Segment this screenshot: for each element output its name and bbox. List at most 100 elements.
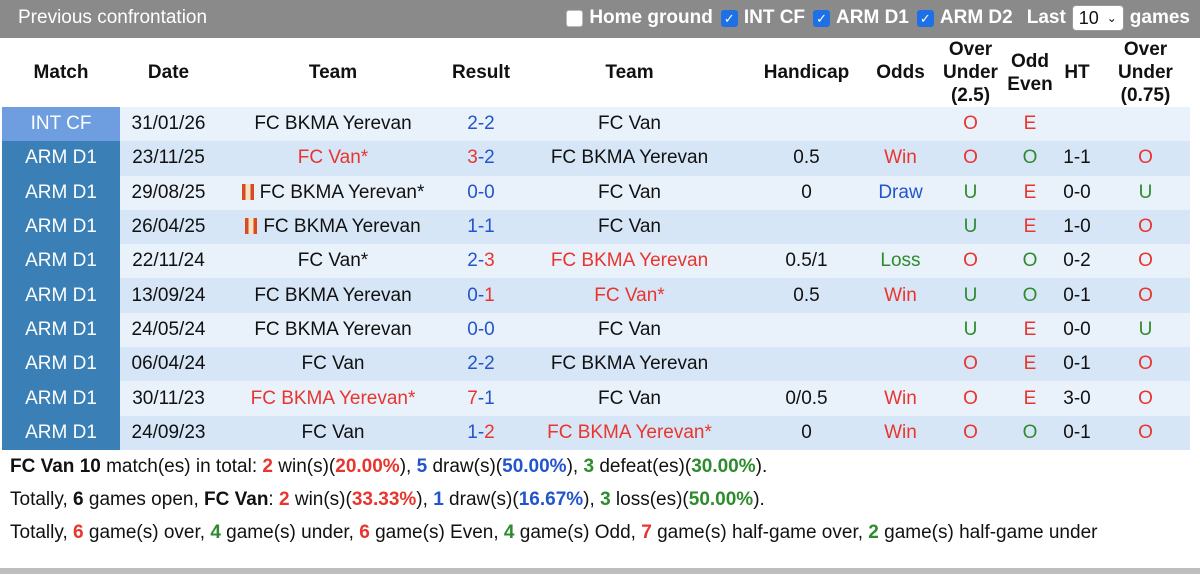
team-name[interactable]: FC BKMA Yerevan bbox=[263, 216, 421, 238]
table-row[interactable]: ARM D1 30/11/23 FC BKMA Yerevan* 7-1 FC Van 0… bbox=[2, 381, 1190, 416]
checkbox-checked-icon[interactable]: ✓ bbox=[813, 9, 831, 27]
table-row[interactable]: ARM D1 22/11/24 FC Van* 2-3 FC BKMA Yerevan 0… bbox=[2, 244, 1190, 279]
league-badge[interactable]: ARM D1 bbox=[2, 175, 120, 210]
home-team[interactable]: FC BKMA Yerevan bbox=[217, 278, 449, 313]
league-badge[interactable]: ARM D1 bbox=[2, 141, 120, 176]
league-badge[interactable]: ARM D1 bbox=[2, 347, 120, 382]
league-badge[interactable]: ARM D1 bbox=[2, 381, 120, 416]
over-under: O bbox=[934, 347, 1007, 382]
team-name[interactable]: FC Van* bbox=[297, 250, 369, 272]
league-badge[interactable]: ARM D1 bbox=[2, 209, 120, 245]
team-name[interactable]: FC BKMA Yerevan bbox=[254, 318, 412, 340]
away-team[interactable]: FC Van bbox=[513, 107, 746, 142]
team-name[interactable]: FC Van bbox=[597, 181, 661, 203]
table-row[interactable]: ARM D1 29/08/25 FC BKMA Yerevan* 0-0 FC Van 0… bbox=[2, 175, 1190, 210]
over-under: U bbox=[934, 175, 1007, 210]
match-result[interactable]: 2-2 bbox=[449, 107, 513, 142]
table-row[interactable]: ARM D1 26/04/25 FC BKMA Yerevan 1-1 FC Van U E… bbox=[2, 209, 1190, 245]
team-name[interactable]: FC Van bbox=[597, 387, 661, 409]
match-date: 13/09/24 bbox=[120, 278, 217, 313]
team-name[interactable]: FC BKMA Yerevan* bbox=[259, 181, 425, 203]
away-team[interactable]: FC BKMA Yerevan bbox=[513, 244, 746, 279]
league-badge[interactable]: ARM D1 bbox=[2, 278, 120, 313]
match-result[interactable]: 7-1 bbox=[449, 381, 513, 416]
team-name[interactable]: FC BKMA Yerevan bbox=[550, 353, 709, 375]
league-badge[interactable]: ARM D1 bbox=[2, 244, 120, 279]
home-team[interactable]: FC BKMA Yerevan bbox=[217, 312, 449, 348]
team-name[interactable]: FC Van bbox=[301, 353, 365, 375]
team-name[interactable]: FC BKMA Yerevan bbox=[550, 147, 709, 169]
games-label: games bbox=[1129, 7, 1190, 28]
match-result[interactable]: 1-2 bbox=[449, 415, 513, 450]
home-team[interactable]: FC Van* bbox=[217, 244, 449, 279]
odds-result bbox=[867, 312, 934, 348]
match-date: 26/04/25 bbox=[120, 209, 217, 245]
over-under-half: U bbox=[1101, 312, 1190, 348]
away-team[interactable]: FC BKMA Yerevan bbox=[513, 141, 746, 176]
league-badge[interactable]: INT CF bbox=[2, 107, 120, 142]
away-team[interactable]: FC Van bbox=[513, 209, 746, 245]
match-result[interactable]: 2-2 bbox=[449, 347, 513, 382]
score-separator: - bbox=[477, 353, 485, 375]
match-date: 31/01/26 bbox=[120, 107, 217, 142]
home-team[interactable]: FC BKMA Yerevan* bbox=[217, 175, 449, 210]
home-team[interactable]: FC BKMA Yerevan bbox=[217, 209, 449, 245]
team-name[interactable]: FC BKMA Yerevan bbox=[254, 113, 412, 135]
score-home: 1 bbox=[467, 421, 478, 443]
filter-arm-d2[interactable]: ✓ ARM D2 bbox=[916, 7, 1013, 29]
odds-result: Loss bbox=[867, 244, 934, 279]
filter-label: INT CF bbox=[743, 7, 806, 28]
table-row[interactable]: ARM D1 24/09/23 FC Van 1-2 FC BKMA Yerevan* 0… bbox=[2, 415, 1190, 450]
home-team[interactable]: FC BKMA Yerevan bbox=[217, 107, 449, 142]
match-result[interactable]: 0-0 bbox=[449, 175, 513, 210]
checkbox-checked-icon[interactable]: ✓ bbox=[720, 9, 738, 27]
home-team[interactable]: FC Van bbox=[217, 415, 449, 450]
last-games-select[interactable]: 10 ⌄ bbox=[1071, 5, 1124, 31]
home-team[interactable]: FC Van* bbox=[217, 141, 449, 176]
team-name[interactable]: FC BKMA Yerevan* bbox=[250, 387, 416, 409]
table-row[interactable]: INT CF 31/01/26 FC BKMA Yerevan 2-2 FC Van O E bbox=[2, 107, 1190, 142]
score-away: 2 bbox=[484, 421, 495, 443]
team-name[interactable]: FC Van bbox=[301, 421, 365, 443]
checkbox-checked-icon[interactable]: ✓ bbox=[916, 9, 934, 27]
filter-int-cf[interactable]: ✓ INT CF bbox=[720, 7, 806, 29]
league-badge[interactable]: ARM D1 bbox=[2, 415, 120, 450]
match-result[interactable]: 0-1 bbox=[449, 278, 513, 313]
col-date: Date bbox=[120, 38, 217, 107]
match-result[interactable]: 1-1 bbox=[449, 209, 513, 245]
col-team-home: Team bbox=[217, 38, 449, 107]
away-team[interactable]: FC Van bbox=[513, 312, 746, 348]
away-team[interactable]: FC BKMA Yerevan bbox=[513, 347, 746, 382]
team-name[interactable]: FC Van* bbox=[594, 284, 665, 306]
score-away: 0 bbox=[484, 181, 495, 203]
match-result[interactable]: 0-0 bbox=[449, 312, 513, 348]
handicap bbox=[746, 107, 867, 142]
checkbox-unchecked-icon[interactable] bbox=[566, 9, 584, 27]
away-team[interactable]: FC Van bbox=[513, 381, 746, 416]
match-date: 30/11/23 bbox=[120, 381, 217, 416]
table-row[interactable]: ARM D1 24/05/24 FC BKMA Yerevan 0-0 FC Van U E… bbox=[2, 312, 1190, 348]
away-team[interactable]: FC BKMA Yerevan* bbox=[513, 415, 746, 450]
match-result[interactable]: 3-2 bbox=[449, 141, 513, 176]
filter-home-ground[interactable]: Home ground bbox=[566, 7, 713, 29]
team-name[interactable]: FC Van* bbox=[297, 147, 369, 169]
team-name[interactable]: FC Van bbox=[597, 216, 661, 238]
away-team[interactable]: FC Van bbox=[513, 175, 746, 210]
team-name[interactable]: FC BKMA Yerevan bbox=[550, 250, 709, 272]
match-result[interactable]: 2-3 bbox=[449, 244, 513, 279]
filter-arm-d1[interactable]: ✓ ARM D1 bbox=[813, 7, 909, 29]
table-row[interactable]: ARM D1 06/04/24 FC Van 2-2 FC BKMA Yerevan O E… bbox=[2, 347, 1190, 382]
team-name[interactable]: FC Van bbox=[597, 113, 661, 135]
home-team[interactable]: FC BKMA Yerevan* bbox=[217, 381, 449, 416]
table-row[interactable]: ARM D1 23/11/25 FC Van* 3-2 FC BKMA Yerevan 0… bbox=[2, 141, 1190, 176]
team-name[interactable]: FC BKMA Yerevan bbox=[254, 284, 412, 306]
league-badge[interactable]: ARM D1 bbox=[2, 312, 120, 348]
handicap bbox=[746, 209, 867, 245]
team-name[interactable]: FC BKMA Yerevan* bbox=[547, 421, 712, 443]
team-name[interactable]: FC Van bbox=[597, 318, 661, 340]
odd-even: E bbox=[1007, 381, 1053, 416]
table-row[interactable]: ARM D1 13/09/24 FC BKMA Yerevan 0-1 FC Van* 0… bbox=[2, 278, 1190, 313]
home-team[interactable]: FC Van bbox=[217, 347, 449, 382]
away-team[interactable]: FC Van* bbox=[513, 278, 746, 313]
odd-even: O bbox=[1007, 141, 1053, 176]
